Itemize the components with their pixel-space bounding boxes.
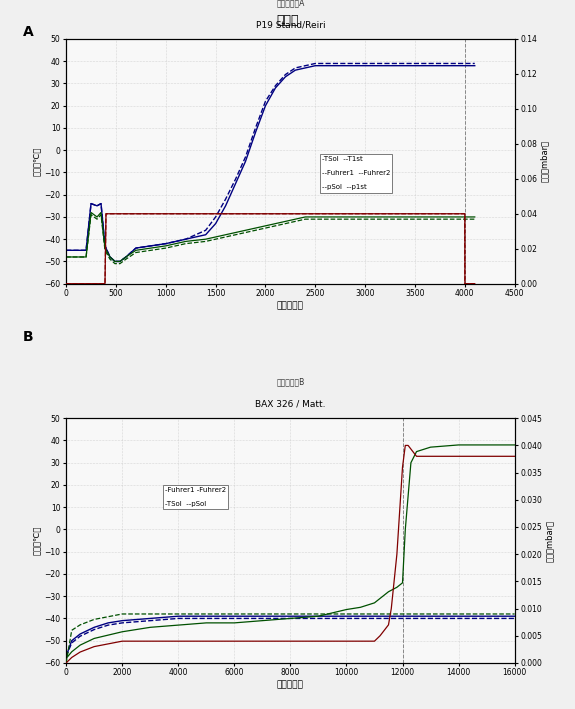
Y-axis label: 圧力（mbar）: 圧力（mbar）	[545, 520, 554, 562]
X-axis label: 時間［分］: 時間［分］	[277, 680, 304, 689]
Text: -Fuhrer1 -Fuhrer2

-TSol  --pSol: -Fuhrer1 -Fuhrer2 -TSol --pSol	[165, 487, 226, 507]
Y-axis label: 温度（℃）: 温度（℃）	[33, 526, 41, 555]
Text: バリアントB: バリアントB	[276, 377, 305, 386]
Text: B: B	[23, 330, 33, 344]
Text: P19 Stand/Reiri: P19 Stand/Reiri	[255, 21, 325, 29]
X-axis label: 時間［分］: 時間［分］	[277, 301, 304, 310]
Text: -TSol  --T1st

--Fuhrer1  --Fuhrer2

--pSol  --p1st: -TSol --T1st --Fuhrer1 --Fuhrer2 --pSol …	[322, 157, 390, 191]
Text: バリアントA: バリアントA	[276, 0, 305, 7]
Text: BAX 326 / Matt.: BAX 326 / Matt.	[255, 399, 325, 408]
Y-axis label: 圧力（mbar）: 圧力（mbar）	[540, 140, 549, 182]
Text: A: A	[23, 25, 34, 39]
Y-axis label: 温度（℃）: 温度（℃）	[33, 147, 41, 176]
Text: 図２３: 図２３	[276, 14, 299, 27]
